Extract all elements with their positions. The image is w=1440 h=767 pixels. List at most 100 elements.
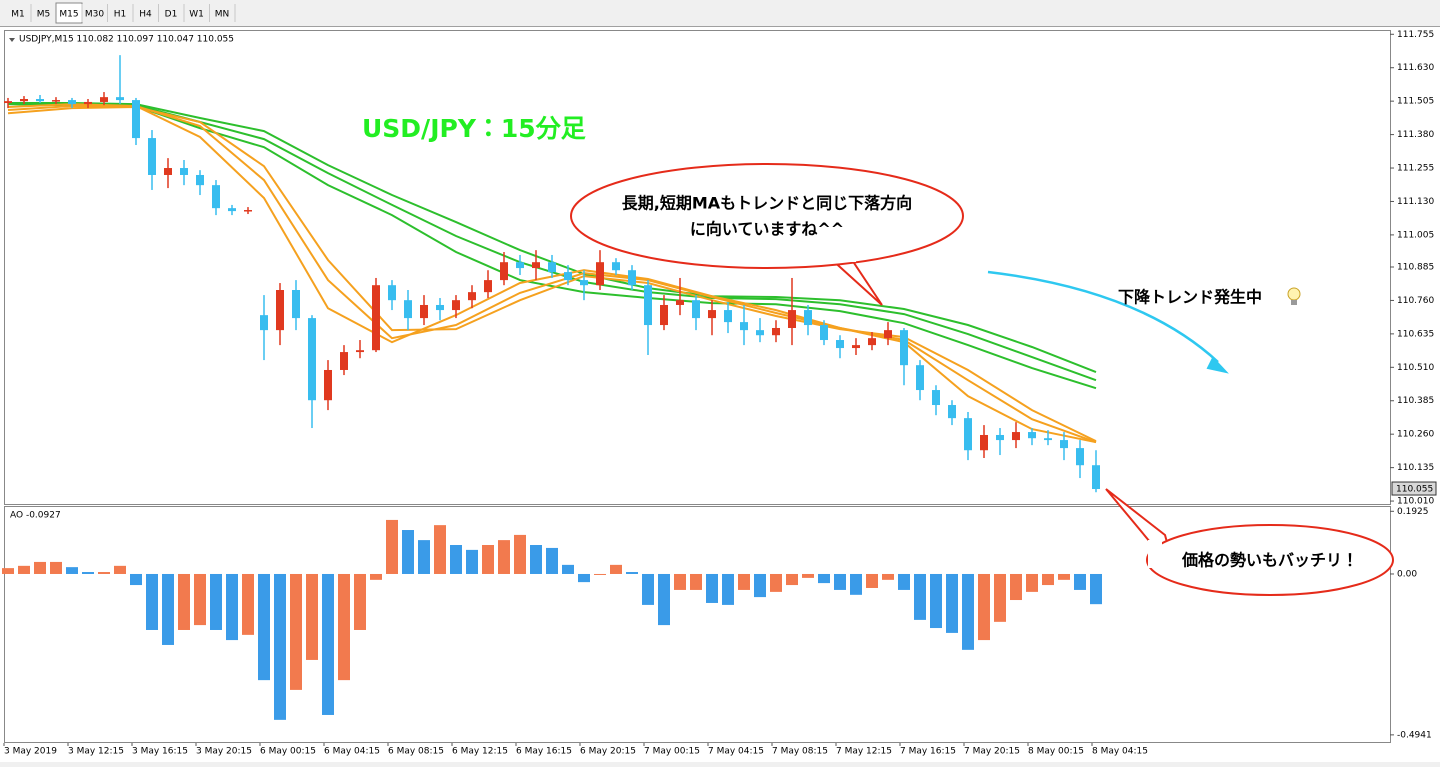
candle-body [756, 330, 764, 336]
ao-bar [98, 572, 110, 574]
candle-body [660, 304, 668, 326]
ao-bar [738, 573, 750, 590]
x-tick-label: 6 May 12:15 [452, 747, 508, 757]
timeframe-button[interactable]: H4 [139, 10, 152, 20]
ao-bar [594, 573, 606, 575]
trend-note: 下降トレンド発生中 [1118, 288, 1262, 307]
ao-bar [1026, 573, 1038, 592]
ao-bar [722, 573, 734, 605]
candle-body [388, 285, 396, 301]
candle-body [1060, 440, 1068, 449]
ao-bar [338, 573, 350, 681]
candle-body [516, 262, 524, 269]
candle-body [820, 325, 828, 341]
candle-body [1092, 465, 1100, 490]
ao-bar [50, 561, 62, 574]
candle-body [452, 300, 460, 311]
ao-bar [626, 572, 638, 574]
ao-bar [418, 540, 430, 574]
bulb-icon [1287, 287, 1301, 305]
candle-body [580, 280, 588, 286]
moving-average [7, 105, 1097, 442]
candle-body [740, 322, 748, 331]
timeframe-button[interactable]: D1 [165, 10, 178, 20]
ao-bar [674, 573, 686, 590]
timeframe-button[interactable]: W1 [189, 10, 204, 20]
timeframe-button[interactable]: MN [215, 10, 230, 20]
ao-bar [946, 573, 958, 633]
y-tick-label: 110.885 [1397, 263, 1434, 273]
timeframe-button[interactable]: M1 [11, 10, 25, 20]
collapse-icon [9, 38, 15, 42]
x-tick-label: 6 May 20:15 [580, 747, 636, 757]
ao-bar [850, 573, 862, 595]
candle-body [852, 345, 860, 349]
timeframe-button[interactable]: H1 [114, 10, 127, 20]
callout-bubble [1146, 524, 1394, 596]
ao-bar [1042, 573, 1054, 586]
ao-bar [834, 573, 846, 590]
x-tick-label: 7 May 16:15 [900, 747, 956, 757]
x-tick-label: 6 May 08:15 [388, 747, 444, 757]
timeframe-button[interactable]: M5 [37, 10, 51, 20]
candle-body [372, 285, 380, 351]
ao-bar [578, 573, 590, 583]
y-tick-label: 110.260 [1397, 430, 1434, 440]
ao-bar [530, 544, 542, 574]
candle-body [468, 292, 476, 301]
ao-bar [322, 573, 334, 715]
x-tick-label: 3 May 12:15 [68, 747, 124, 757]
candle-body [20, 99, 28, 102]
moving-average [7, 105, 1097, 444]
ao-header: AO -0.0927 [10, 511, 61, 521]
candle-body [1044, 438, 1052, 441]
y-tick-label: 111.755 [1397, 30, 1434, 40]
ao-bar [402, 530, 414, 574]
x-tick-label: 7 May 08:15 [772, 747, 828, 757]
candle-body [932, 390, 940, 406]
timeframe-button[interactable]: M30 [85, 10, 104, 20]
ao-bar [162, 573, 174, 645]
y-tick-label: -0.4941 [1397, 730, 1432, 740]
candle-body [260, 315, 268, 331]
candle-body [36, 99, 44, 102]
x-tick-label: 3 May 20:15 [196, 747, 252, 757]
candle-body [180, 168, 188, 175]
candle-body [836, 340, 844, 349]
candle-body [788, 310, 796, 328]
ao-bar [1090, 573, 1102, 605]
trend-arrow-head [1206, 356, 1229, 374]
candle-body [532, 262, 540, 269]
x-tick-label: 6 May 04:15 [324, 747, 380, 757]
ao-bar [306, 573, 318, 660]
plot: 111.755 111.630 111.505 111.380 111.255 111.1… [2, 30, 1437, 757]
ao-bar [1010, 573, 1022, 601]
y-tick-label: 111.380 [1397, 130, 1434, 140]
ao-bar [258, 573, 270, 681]
ao-bar [978, 573, 990, 641]
x-tick-label: 7 May 04:15 [708, 747, 764, 757]
x-tick-label: 6 May 16:15 [516, 747, 572, 757]
ao-panel [4, 506, 1391, 743]
price-panel [4, 30, 1391, 505]
trend-arrow [987, 270, 1219, 363]
candle-body [84, 101, 92, 105]
ao-bar [786, 573, 798, 586]
timeframe-button[interactable]: M15 [59, 10, 78, 20]
candle-body [276, 290, 284, 331]
y-tick-label: 0.1925 [1397, 507, 1429, 517]
candle-body [916, 365, 924, 391]
candle-body [996, 434, 1004, 441]
candle-body [436, 304, 444, 311]
y-tick-label: 111.130 [1397, 197, 1434, 207]
callout-bubble [570, 163, 964, 269]
candle-body [116, 97, 124, 101]
candle-body [708, 310, 716, 319]
candle-body [1028, 432, 1036, 439]
ao-bar [242, 573, 254, 635]
candle-body [628, 270, 636, 286]
y-tick-label: 110.385 [1397, 396, 1434, 406]
candle-body [676, 300, 684, 305]
